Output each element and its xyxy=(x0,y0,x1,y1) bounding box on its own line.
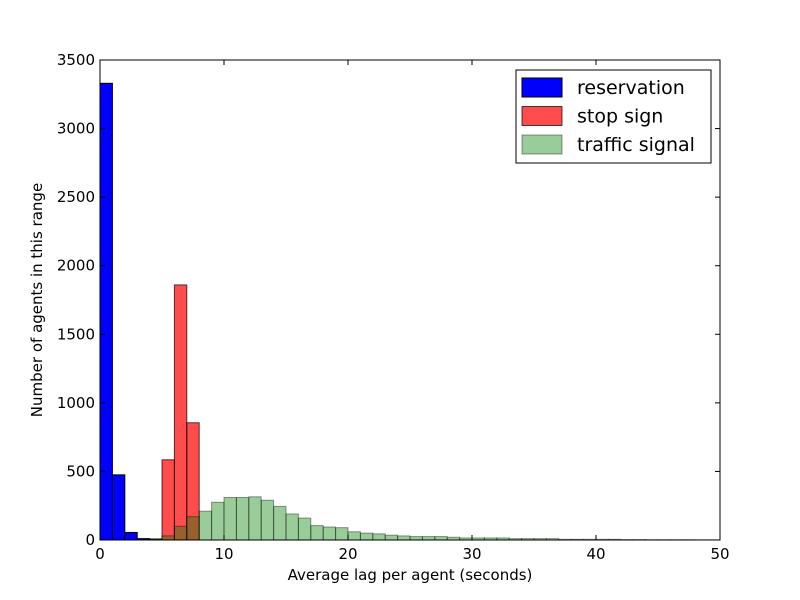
bar-traffic-signal xyxy=(384,534,399,541)
x-tick-label: 50 xyxy=(710,545,729,563)
x-tick-label: 20 xyxy=(338,545,357,563)
bar-traffic-signal xyxy=(211,501,225,541)
bar-reservation xyxy=(111,474,126,541)
bar-traffic-signal xyxy=(434,536,448,541)
bar-traffic-signal xyxy=(186,516,200,541)
y-tick-label: 0 xyxy=(85,531,95,549)
bar-traffic-signal xyxy=(235,496,250,541)
legend-swatch-traffic-signal xyxy=(521,134,563,155)
bar-traffic-signal xyxy=(421,536,436,541)
bar-traffic-signal xyxy=(273,505,287,541)
legend-swatch-stop-sign xyxy=(521,106,563,126)
bar-stop-sign xyxy=(161,459,175,541)
bar-traffic-signal xyxy=(173,525,188,541)
bar-traffic-signal xyxy=(409,536,423,541)
bar-reservation xyxy=(124,531,138,541)
bar-traffic-signal xyxy=(285,513,299,541)
x-tick-label: 30 xyxy=(462,545,481,563)
bar-traffic-signal xyxy=(397,535,411,541)
x-tick-label: 10 xyxy=(214,545,233,563)
bar-traffic-signal xyxy=(322,526,337,541)
y-tick-label: 2000 xyxy=(57,257,95,275)
legend-label-reservation: reservation xyxy=(577,77,685,99)
plot-frame xyxy=(99,59,721,541)
bar-traffic-signal xyxy=(161,535,175,541)
bar-traffic-signal xyxy=(198,510,213,541)
legend-label-traffic-signal: traffic signal xyxy=(577,134,695,156)
legend: reservation stop sign traffic signal xyxy=(515,69,712,164)
bar-traffic-signal xyxy=(359,532,374,541)
x-tick-label: 0 xyxy=(95,545,105,563)
bar-traffic-signal xyxy=(347,531,361,541)
y-tick-label: 500 xyxy=(66,462,95,480)
legend-swatch-reservation xyxy=(521,77,563,98)
bar-traffic-signal xyxy=(335,527,349,541)
bar-traffic-signal xyxy=(297,517,312,541)
legend-label-stop-sign: stop sign xyxy=(577,106,663,128)
bar-traffic-signal xyxy=(223,496,237,541)
y-tick-label: 3500 xyxy=(57,51,95,69)
bar-traffic-signal xyxy=(310,525,324,541)
bar-stop-sign xyxy=(173,284,188,541)
y-tick-label: 1000 xyxy=(57,394,95,412)
y-tick-label: 1500 xyxy=(57,325,95,343)
y-tick-label: 2500 xyxy=(57,188,95,206)
y-tick-label: 3000 xyxy=(57,120,95,138)
bar-traffic-signal xyxy=(372,533,386,541)
bar-traffic-signal xyxy=(260,499,275,541)
y-axis-label: Number of agents in this range xyxy=(28,183,46,417)
x-axis-label: Average lag per agent (seconds) xyxy=(288,566,533,584)
bars-layer xyxy=(99,82,721,541)
x-tick-label: 40 xyxy=(586,545,605,563)
bar-traffic-signal xyxy=(248,496,262,541)
